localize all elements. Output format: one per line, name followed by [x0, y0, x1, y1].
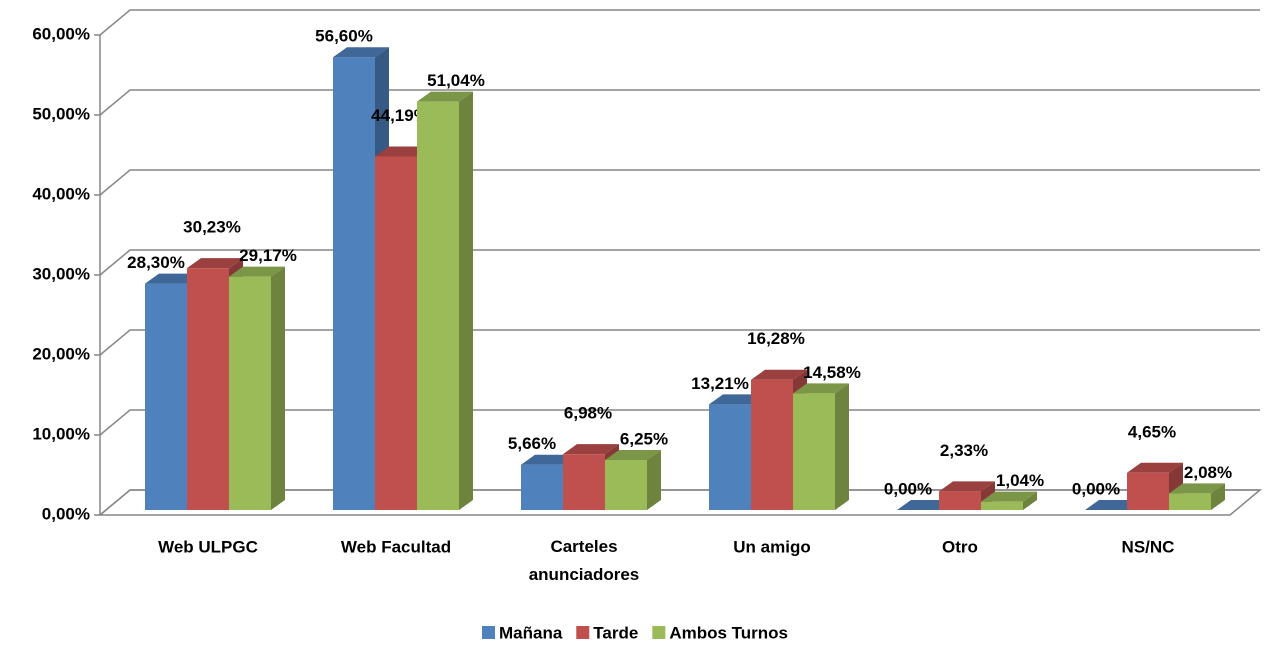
grid-line — [99, 329, 1260, 356]
bar-front — [333, 57, 375, 510]
bar-side — [835, 383, 849, 510]
bar-side — [647, 450, 661, 510]
x-tick-label: Web Facultad — [341, 537, 451, 556]
bar-front — [939, 491, 981, 510]
bar-top — [939, 481, 995, 492]
legend-swatch — [481, 626, 495, 639]
legend-item: Tarde — [576, 623, 638, 642]
bar — [417, 91, 473, 511]
legend-item: Ambos Turnos — [652, 623, 788, 642]
x-tick-label: Carteles anunciadores — [529, 537, 640, 584]
bar-front — [793, 393, 835, 510]
legend-item: Mañana — [481, 623, 563, 642]
y-tick-label: 40,00% — [32, 184, 90, 203]
bar-top — [229, 266, 285, 277]
data-label: 13,21% — [691, 374, 749, 393]
x-tick-label: NS/NC — [1122, 537, 1175, 556]
bar-top — [981, 491, 1037, 502]
y-tick-label: 10,00% — [32, 424, 90, 443]
legend-label: Ambos Turnos — [669, 623, 788, 642]
data-label: 51,04% — [427, 71, 485, 90]
bar-front — [1127, 472, 1169, 510]
bar-front — [751, 379, 793, 510]
bar-front — [1169, 493, 1211, 510]
data-label: 44,19% — [371, 106, 429, 125]
y-tick-label: 60,00% — [32, 24, 90, 43]
y-tick-label: 0,00% — [42, 504, 90, 523]
x-tick-label-line: Carteles — [550, 537, 617, 556]
grid-line — [99, 89, 1260, 116]
grid-line — [99, 9, 1260, 36]
data-label: 16,28% — [747, 329, 805, 348]
bar-side — [1211, 483, 1225, 510]
bar-front — [563, 454, 605, 510]
bar — [229, 266, 285, 510]
bar-top — [1127, 462, 1183, 473]
bar — [939, 481, 995, 510]
bar-top — [793, 383, 849, 394]
grid-line — [99, 489, 1260, 516]
bar-side — [1023, 491, 1037, 510]
bar-front — [417, 101, 459, 511]
data-label: 56,60% — [315, 27, 373, 46]
data-label: 6,25% — [620, 429, 668, 448]
data-label: 29,17% — [239, 246, 297, 265]
bar-top — [417, 91, 473, 102]
y-tick-label: 30,00% — [32, 264, 90, 283]
bar-front — [709, 404, 751, 510]
bar-front — [981, 501, 1023, 510]
data-label: 2,33% — [940, 441, 988, 460]
bar — [1127, 462, 1183, 510]
bar — [981, 491, 1037, 510]
x-tick-label-line: anunciadores — [529, 565, 640, 584]
bar-side — [271, 266, 285, 510]
y-tick-label: 50,00% — [32, 104, 90, 123]
legend-swatch — [576, 626, 590, 639]
bar-front — [145, 283, 187, 510]
bar-top — [1169, 483, 1225, 494]
data-label: 14,58% — [803, 363, 861, 382]
bar — [1169, 483, 1225, 510]
bar-front — [229, 276, 271, 510]
bar-front — [187, 268, 229, 510]
x-tick-label: Un amigo — [733, 537, 810, 556]
legend-label: Tarde — [593, 623, 638, 642]
data-label: 2,08% — [1184, 463, 1232, 482]
y-tick-label: 20,00% — [32, 344, 90, 363]
data-label: 28,30% — [127, 253, 185, 272]
grid-line — [99, 169, 1260, 196]
bar-front — [605, 460, 647, 510]
data-label: 6,98% — [564, 404, 612, 423]
bar-top — [751, 369, 807, 380]
legend-label: Mañana — [499, 623, 563, 642]
bar — [605, 450, 661, 510]
data-label: 1,04% — [996, 471, 1044, 490]
x-tick-label: Web ULPGC — [158, 537, 258, 556]
bar — [793, 383, 849, 510]
grid-line — [99, 249, 1260, 276]
bar-top — [187, 258, 243, 269]
data-label: 0,00% — [884, 479, 932, 498]
bar-front — [375, 156, 417, 511]
data-label: 0,00% — [1072, 479, 1120, 498]
legend-swatch — [652, 626, 666, 639]
data-label: 5,66% — [508, 434, 556, 453]
data-label: 30,23% — [183, 218, 241, 237]
x-tick-label: Otro — [942, 537, 978, 556]
data-label: 4,65% — [1128, 422, 1176, 441]
bar-top — [563, 444, 619, 455]
bar-top — [605, 450, 661, 460]
bar-side — [459, 91, 473, 511]
grid-line — [99, 409, 1260, 436]
bar-front — [521, 464, 563, 510]
bar-top — [333, 47, 389, 58]
